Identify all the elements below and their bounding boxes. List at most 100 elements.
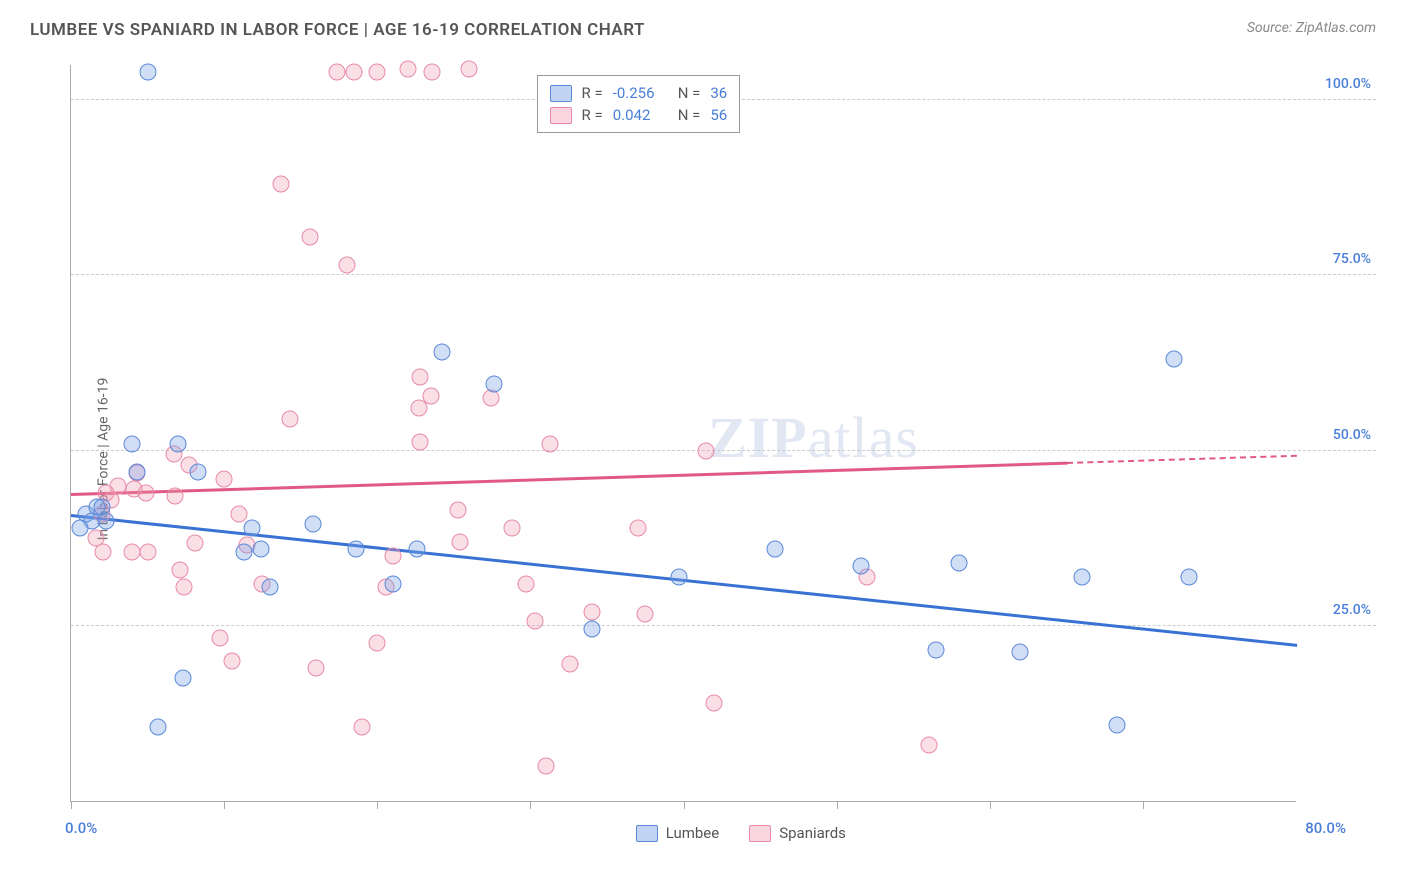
data-point (110, 477, 127, 494)
x-tick (684, 801, 685, 809)
data-point (353, 719, 370, 736)
data-point (451, 533, 468, 550)
data-point (369, 64, 386, 81)
data-point (243, 519, 260, 536)
data-point (176, 579, 193, 596)
legend-swatch (636, 825, 658, 842)
data-point (281, 410, 298, 427)
data-point (517, 575, 534, 592)
data-point (412, 434, 429, 451)
series-legend: Lumbee Spaniards (636, 824, 846, 842)
data-point (171, 561, 188, 578)
data-point (98, 512, 115, 529)
data-point (542, 435, 559, 452)
data-point (412, 368, 429, 385)
gridline (71, 450, 1376, 451)
data-point (920, 736, 937, 753)
stat-n-value: 36 (710, 84, 727, 102)
data-point (329, 64, 346, 81)
data-point (338, 256, 355, 273)
data-point (369, 635, 386, 652)
data-point (174, 670, 191, 687)
data-point (767, 540, 784, 557)
x-tick (224, 801, 225, 809)
data-point (399, 60, 416, 77)
data-point (139, 544, 156, 561)
data-point (629, 519, 646, 536)
data-point (853, 558, 870, 575)
data-point (698, 442, 715, 459)
data-point (583, 621, 600, 638)
data-point (216, 470, 233, 487)
data-point (583, 603, 600, 620)
watermark-text: ZIPatlas (708, 404, 919, 471)
data-point (433, 344, 450, 361)
source-attribution: Source: ZipAtlas.com (1247, 20, 1376, 36)
legend-swatch (749, 825, 771, 842)
data-point (424, 64, 441, 81)
y-tick-label: 75.0% (1333, 251, 1371, 267)
data-point (951, 554, 968, 571)
gridline (71, 625, 1376, 626)
data-point (223, 652, 240, 669)
data-point (670, 568, 687, 585)
data-point (346, 64, 363, 81)
data-point (1108, 717, 1125, 734)
stat-r-value: 0.042 (613, 106, 668, 124)
data-point (347, 540, 364, 557)
data-point (128, 463, 145, 480)
stat-n-label: N = (678, 106, 701, 124)
x-axis-min-label: 0.0% (65, 819, 97, 837)
x-axis-max-label: 80.0% (1305, 819, 1346, 837)
gridline (71, 274, 1376, 275)
x-tick (71, 801, 72, 809)
legend-label: Spaniards (779, 824, 846, 842)
data-point (150, 719, 167, 736)
legend-item: Spaniards (749, 824, 846, 842)
legend-swatch (550, 107, 572, 124)
data-point (167, 488, 184, 505)
data-point (384, 547, 401, 564)
data-point (409, 540, 426, 557)
data-point (170, 435, 187, 452)
data-point (450, 502, 467, 519)
y-tick-label: 50.0% (1333, 427, 1371, 443)
data-point (1180, 568, 1197, 585)
data-point (537, 757, 554, 774)
legend-row: R =-0.256N =36 (550, 82, 728, 104)
legend-item: Lumbee (636, 824, 720, 842)
x-tick (1143, 801, 1144, 809)
data-point (308, 659, 325, 676)
data-point (187, 535, 204, 552)
data-point (706, 694, 723, 711)
data-point (562, 656, 579, 673)
data-point (637, 605, 654, 622)
data-point (124, 435, 141, 452)
data-point (422, 387, 439, 404)
data-point (1073, 568, 1090, 585)
chart-container: In Labor Force | Age 16-19 ZIPatlas R =-… (30, 55, 1376, 862)
data-point (211, 630, 228, 647)
data-point (504, 519, 521, 536)
stat-r-label: R = (582, 84, 603, 102)
correlation-legend: R =-0.256N =36R =0.042N =56 (537, 75, 741, 133)
data-point (461, 60, 478, 77)
y-tick-label: 25.0% (1333, 602, 1371, 618)
data-point (410, 400, 427, 417)
data-point (262, 579, 279, 596)
data-point (304, 516, 321, 533)
data-point (485, 375, 502, 392)
data-point (384, 575, 401, 592)
stat-r-value: -0.256 (613, 84, 668, 102)
data-point (526, 612, 543, 629)
chart-title: LUMBEE VS SPANIARD IN LABOR FORCE | AGE … (30, 20, 645, 40)
stat-r-label: R = (582, 106, 603, 124)
stat-n-value: 56 (710, 106, 727, 124)
y-tick-label: 100.0% (1325, 76, 1371, 92)
data-point (1012, 643, 1029, 660)
data-point (236, 544, 253, 561)
x-tick (990, 801, 991, 809)
data-point (95, 544, 112, 561)
data-point (231, 505, 248, 522)
data-point (139, 64, 156, 81)
